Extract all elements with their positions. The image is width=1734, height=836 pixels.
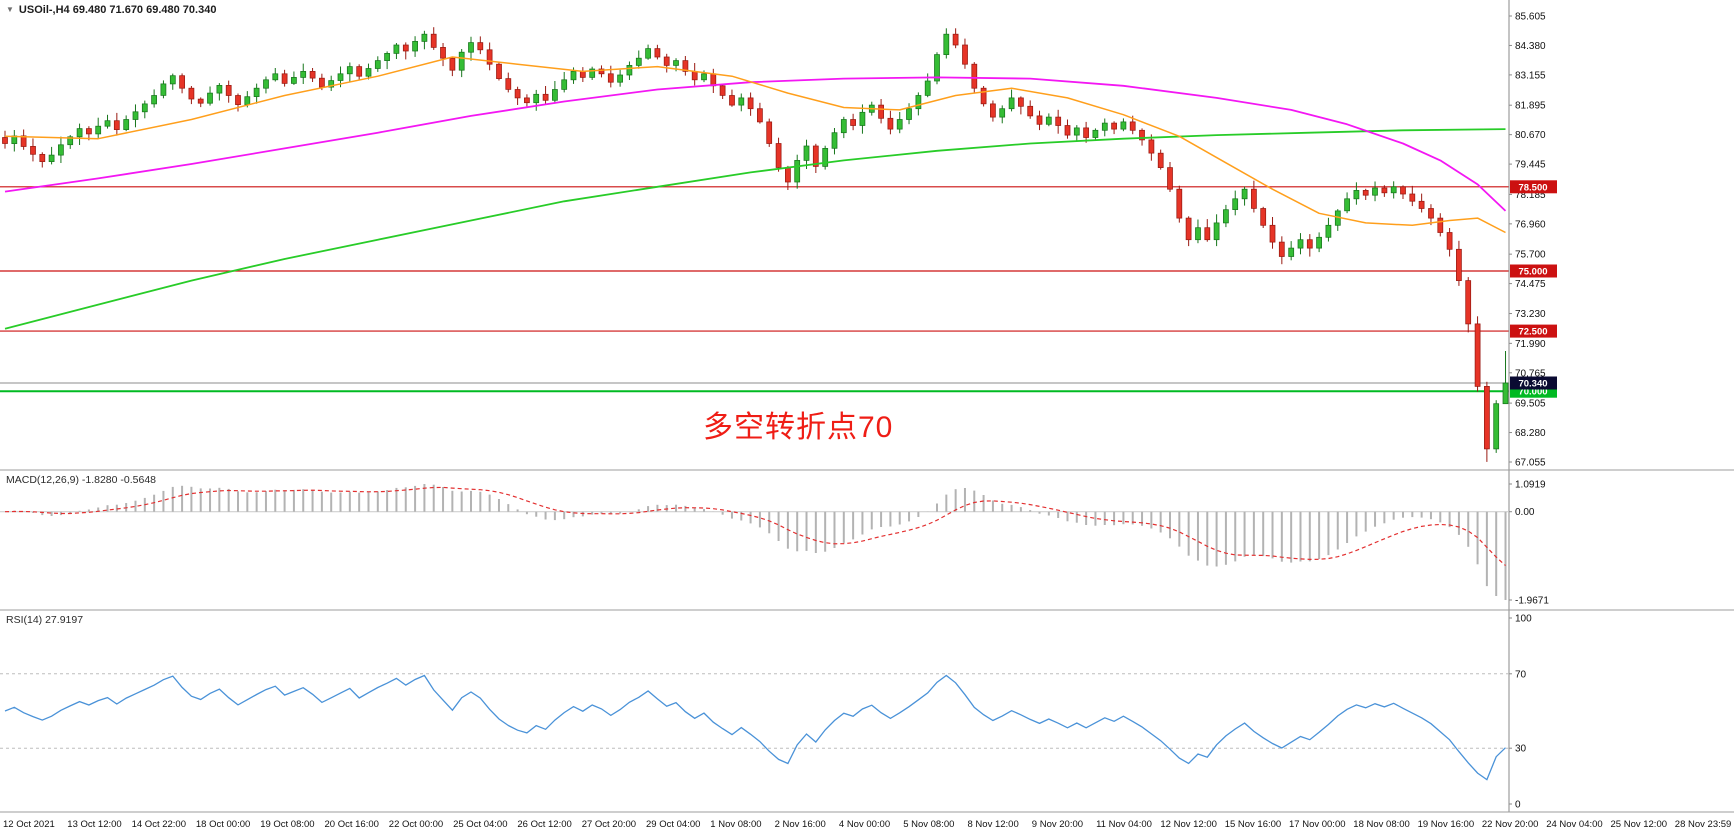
- svg-text:26 Oct 12:00: 26 Oct 12:00: [517, 819, 571, 830]
- rsi-panel[interactable]: 100 70 30 0: [0, 614, 1532, 811]
- svg-text:0.00: 0.00: [1515, 507, 1535, 518]
- svg-text:75.000: 75.000: [1518, 267, 1547, 278]
- collapse-arrow-icon[interactable]: ▼: [6, 5, 14, 14]
- svg-text:17 Nov 00:00: 17 Nov 00:00: [1289, 819, 1346, 830]
- svg-text:76.960: 76.960: [1515, 219, 1546, 230]
- rsi-title: RSI(14) 27.9197: [6, 614, 84, 626]
- svg-text:12 Nov 12:00: 12 Nov 12:00: [1160, 819, 1217, 830]
- macd-signal-line: [4, 486, 1506, 567]
- svg-text:4 Nov 00:00: 4 Nov 00:00: [839, 819, 890, 830]
- svg-text:30: 30: [1515, 744, 1527, 755]
- svg-text:29 Oct 04:00: 29 Oct 04:00: [646, 819, 700, 830]
- ma_orange-line: [4, 56, 1506, 234]
- symbol-ohlc-label: USOil-,H4 69.480 71.670 69.480 70.340: [18, 4, 217, 16]
- svg-text:75.700: 75.700: [1515, 250, 1546, 261]
- svg-text:1.0919: 1.0919: [1515, 480, 1546, 491]
- svg-text:69.505: 69.505: [1515, 399, 1546, 410]
- svg-text:18 Nov 08:00: 18 Nov 08:00: [1353, 819, 1410, 830]
- svg-text:72.500: 72.500: [1518, 327, 1547, 338]
- svg-text:70.340: 70.340: [1518, 379, 1547, 390]
- time-axis[interactable]: 12 Oct 2021 13 Oct 12:00 14 Oct 22:00 18 Oc…: [3, 819, 1731, 830]
- svg-text:27 Oct 20:00: 27 Oct 20:00: [582, 819, 636, 830]
- svg-text:70: 70: [1515, 669, 1527, 680]
- price-levels-layer: [0, 186, 1509, 393]
- svg-text:74.475: 74.475: [1515, 279, 1546, 290]
- svg-text:-1.9671: -1.9671: [1515, 596, 1549, 607]
- svg-text:22 Oct 00:00: 22 Oct 00:00: [389, 819, 443, 830]
- svg-text:78.500: 78.500: [1518, 182, 1547, 193]
- svg-text:25 Oct 04:00: 25 Oct 04:00: [453, 819, 507, 830]
- svg-text:5 Nov 08:00: 5 Nov 08:00: [903, 819, 954, 830]
- svg-text:81.895: 81.895: [1515, 101, 1546, 112]
- ma_green-line: [4, 128, 1506, 330]
- svg-text:84.380: 84.380: [1515, 41, 1546, 52]
- svg-text:20 Oct 16:00: 20 Oct 16:00: [325, 819, 379, 830]
- candles-layer[interactable]: [2, 27, 1509, 462]
- svg-text:12 Oct 2021: 12 Oct 2021: [3, 819, 55, 830]
- svg-text:80.670: 80.670: [1515, 130, 1546, 141]
- svg-text:8 Nov 12:00: 8 Nov 12:00: [968, 819, 1019, 830]
- svg-text:11 Nov 04:00: 11 Nov 04:00: [1096, 819, 1152, 830]
- macd-title: MACD(12,26,9) -1.8280 -0.5648: [6, 474, 156, 486]
- svg-text:0: 0: [1515, 800, 1521, 811]
- svg-text:79.445: 79.445: [1515, 160, 1546, 171]
- svg-text:73.230: 73.230: [1515, 309, 1546, 320]
- svg-text:15 Nov 16:00: 15 Nov 16:00: [1225, 819, 1282, 830]
- svg-text:25 Nov 12:00: 25 Nov 12:00: [1611, 819, 1668, 830]
- svg-text:18 Oct 00:00: 18 Oct 00:00: [196, 819, 250, 830]
- svg-text:100: 100: [1515, 614, 1532, 625]
- svg-text:24 Nov 04:00: 24 Nov 04:00: [1546, 819, 1603, 830]
- svg-text:71.990: 71.990: [1515, 339, 1546, 350]
- svg-text:85.605: 85.605: [1515, 12, 1546, 23]
- svg-text:22 Nov 20:00: 22 Nov 20:00: [1482, 819, 1539, 830]
- svg-text:14 Oct 22:00: 14 Oct 22:00: [132, 819, 186, 830]
- rsi-line: [4, 674, 1506, 781]
- symbol-header: ▼ USOil-,H4 69.480 71.670 69.480 70.340: [6, 4, 216, 16]
- ma_magenta-line: [4, 76, 1507, 212]
- svg-text:13 Oct 12:00: 13 Oct 12:00: [67, 819, 121, 830]
- svg-text:78.185: 78.185: [1515, 190, 1546, 201]
- svg-text:9 Nov 20:00: 9 Nov 20:00: [1032, 819, 1083, 830]
- moving-averages-layer: [4, 56, 1507, 330]
- svg-text:70.765: 70.765: [1515, 368, 1546, 379]
- svg-text:2 Nov 16:00: 2 Nov 16:00: [775, 819, 826, 830]
- trend-annotation[interactable]: 多空转折点70: [703, 411, 894, 444]
- svg-text:28 Nov 23:59: 28 Nov 23:59: [1675, 819, 1732, 830]
- price-axis[interactable]: 85.605 84.380 83.155 81.895 80.670 79.445 78.1…: [1508, 0, 1557, 812]
- svg-text:19 Oct 08:00: 19 Oct 08:00: [260, 819, 314, 830]
- macd-panel[interactable]: 1.0919 0.00 -1.9671: [0, 480, 1549, 607]
- svg-text:19 Nov 16:00: 19 Nov 16:00: [1418, 819, 1475, 830]
- svg-text:70.000: 70.000: [1518, 387, 1547, 398]
- svg-text:83.155: 83.155: [1515, 70, 1546, 81]
- svg-text:1 Nov 08:00: 1 Nov 08:00: [710, 819, 761, 830]
- svg-text:68.280: 68.280: [1515, 428, 1546, 439]
- svg-text:67.055: 67.055: [1515, 458, 1546, 469]
